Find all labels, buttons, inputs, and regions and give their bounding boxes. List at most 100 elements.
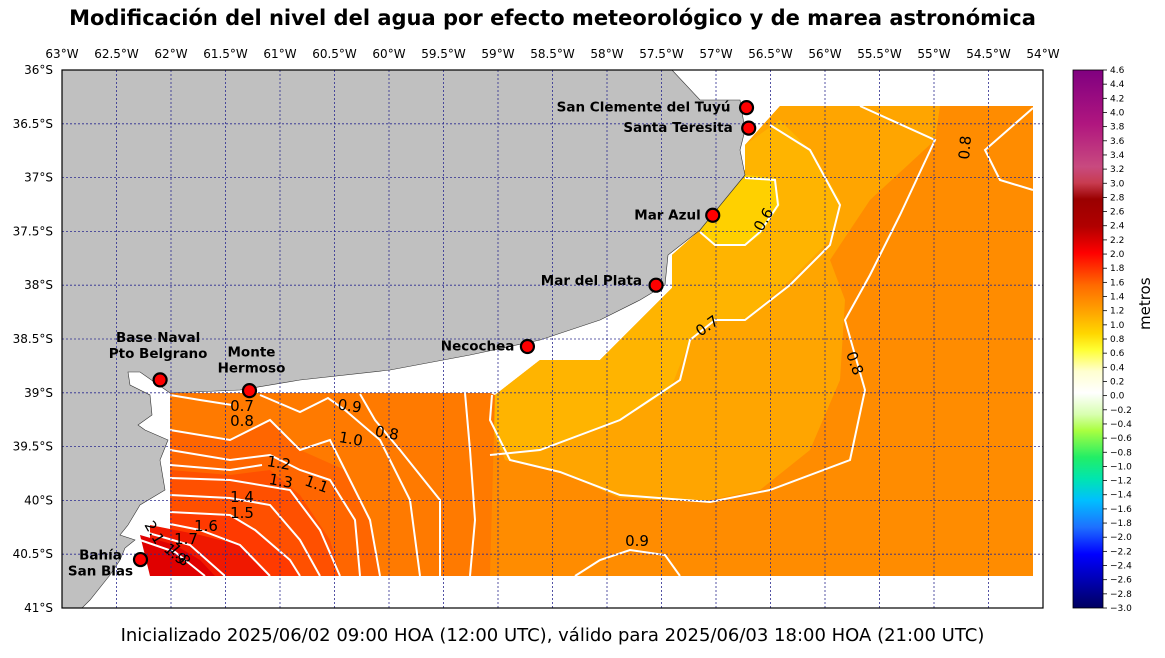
- colorbar-tick-label: −1.8: [1110, 519, 1132, 529]
- contour-label: 0.7: [230, 397, 254, 415]
- map-frame: [61, 69, 1044, 609]
- lat-tick-label: 39.5°S: [13, 440, 53, 454]
- contour-label: 0.9: [625, 532, 649, 550]
- lat-tick-label: 40.5°S: [13, 547, 53, 561]
- contour-line-w4: [464, 392, 477, 577]
- lat-tick-label: 37°S: [24, 171, 53, 185]
- colorbar-tick-label: 2.4: [1110, 222, 1125, 232]
- lat-tick-label: 37.5°S: [13, 224, 53, 238]
- city-marker: [152, 372, 168, 388]
- contour-label: 1.4: [230, 488, 254, 506]
- lon-tick-label: 59.5°W: [421, 47, 466, 61]
- contour-label: 1.2: [266, 452, 293, 474]
- city-labels: San Clemente del Tuyú Santa Teresita Mar A…: [68, 100, 733, 580]
- colorbar-tick-label: 0.4: [1110, 363, 1125, 373]
- city-marker: [519, 338, 536, 355]
- lat-tick-label: 39°S: [24, 386, 53, 400]
- contour-label: 0.8: [230, 412, 254, 430]
- colorbar-tick-label: −0.6: [1110, 434, 1132, 444]
- surge-band-1-9: [140, 535, 215, 576]
- colorbar-tick-label: 4.2: [1110, 94, 1124, 104]
- lon-tick-label: 55°W: [917, 47, 950, 61]
- colorbar-tick-label: −3.0: [1110, 604, 1132, 614]
- contour-line-1-7: [144, 531, 226, 577]
- colorbar-tick-label: −1.6: [1110, 505, 1132, 515]
- contour-line-1-4: [169, 494, 321, 577]
- contour-line-1-2: [169, 464, 263, 472]
- contour-line-w1: [169, 394, 233, 406]
- lat-tick-label: 40°S: [24, 493, 53, 507]
- contour-label: 1.7: [174, 530, 198, 548]
- colorbar-tick-label: 3.8: [1110, 123, 1125, 133]
- city-label: Monte Hermoso: [218, 345, 286, 377]
- colorbar-tick-label: −1.2: [1110, 477, 1132, 487]
- city-marker: [741, 120, 757, 136]
- city-label: Mar Azul: [634, 207, 700, 223]
- lon-tick-label: 63°W: [45, 47, 78, 61]
- colorbar-tick-label: −2.8: [1110, 590, 1132, 600]
- contour-line-1-3: [169, 477, 341, 577]
- colorbar-tick-label: 4.4: [1110, 80, 1125, 90]
- colorbar-tick-label: 4.0: [1110, 108, 1125, 118]
- colorbar-tick-label: 4.6: [1110, 66, 1125, 76]
- city-marker: [132, 551, 149, 568]
- colorbar-tick-label: −1.0: [1110, 462, 1132, 472]
- lon-tick-label: 62.5°W: [94, 47, 139, 61]
- lon-tick-label: 56.5°W: [748, 47, 793, 61]
- colorbar-tick-label: −0.2: [1110, 406, 1132, 416]
- contour-lines: [139, 105, 1034, 577]
- contour-line-0-8b: [983, 107, 1034, 191]
- contour-label: 0.8: [955, 135, 975, 160]
- contour-label: 0.8: [374, 422, 401, 444]
- city-marker: [738, 100, 755, 116]
- lat-tick-label: 41°S: [24, 601, 53, 615]
- city-label: Necochea: [441, 339, 515, 355]
- colorbar-tick-label: 0.6: [1110, 349, 1125, 359]
- colorbar-tick-label: 2.6: [1110, 208, 1125, 218]
- contour-line-0-9: [574, 548, 681, 577]
- contour-line-1-0: [169, 418, 381, 577]
- latitude-tick-labels: 36°S 36.5°S 37°S 37.5°S 38°S 38.5°S 39°S 39.5°S…: [13, 63, 53, 615]
- colorbar-ticks: 4.6 4.4 4.2 4.0 3.8 3.6 3.4 3.2 3.0 2.8 2.6 2.4 2.2 2…: [1103, 66, 1132, 614]
- colorbar-tick-label: −1.4: [1110, 491, 1132, 501]
- city-markers: [132, 100, 757, 568]
- contour-line-0-7a: [489, 124, 842, 456]
- chart-title: Modificación del nivel del agua por efec…: [69, 6, 1036, 30]
- colorbar-tick-label: 0.0: [1110, 392, 1125, 402]
- city-label: Santa Teresita: [623, 120, 732, 136]
- colorbar-tick-label: 3.2: [1110, 165, 1124, 175]
- lon-tick-label: 59°W: [481, 47, 514, 61]
- colorbar-tick-label: 0.8: [1110, 335, 1125, 345]
- lon-tick-label: 61.5°W: [203, 47, 248, 61]
- colorbar-tick-label: 2.2: [1110, 236, 1124, 246]
- contour-line-1-5: [169, 511, 301, 577]
- lon-tick-label: 60.5°W: [312, 47, 357, 61]
- colorbar-tick-label: 1.4: [1110, 293, 1125, 303]
- lon-tick-label: 56°W: [808, 47, 841, 61]
- lat-tick-label: 38°S: [24, 278, 53, 292]
- lon-tick-label: 55.5°W: [857, 47, 902, 61]
- lon-tick-label: 61°W: [263, 47, 296, 61]
- lon-tick-label: 58°W: [590, 47, 623, 61]
- colorbar: 4.6 4.4 4.2 4.0 3.8 3.6 3.4 3.2 3.0 2.8 2.6 2.4 2.2 2…: [1072, 66, 1132, 614]
- longitude-tick-labels: 63°W 62.5°W 62°W 61.5°W 61°W 60.5°W 60°W 59.5°W…: [45, 47, 1059, 61]
- contour-label: 1.3: [268, 470, 295, 492]
- latitude-gridlines: [62, 123, 1043, 555]
- contour-line-w3: [359, 393, 441, 576]
- chart-subtitle: Inicializado 2025/06/02 09:00 HOA (12:00…: [120, 625, 985, 646]
- colorbar-tick-label: 2.0: [1110, 250, 1125, 260]
- lon-tick-label: 54.5°W: [966, 47, 1011, 61]
- colorbar-tick-label: 0.2: [1110, 377, 1124, 387]
- lon-tick-label: 62°W: [154, 47, 187, 61]
- colorbar-tick-label: −2.2: [1110, 547, 1132, 557]
- colorbar-tick-label: −0.8: [1110, 448, 1132, 458]
- colorbar-tick-label: 1.2: [1110, 307, 1124, 317]
- colorbar-tick-label: 3.0: [1110, 179, 1125, 189]
- contour-line-1-6: [149, 519, 271, 577]
- city-label: Bahía San Blas: [68, 548, 133, 580]
- city-label: Mar del Plata: [541, 273, 642, 289]
- contour-line-1-8: [139, 539, 206, 577]
- colorbar-bar: [1072, 69, 1104, 609]
- colorbar-tick-label: −2.6: [1110, 576, 1132, 586]
